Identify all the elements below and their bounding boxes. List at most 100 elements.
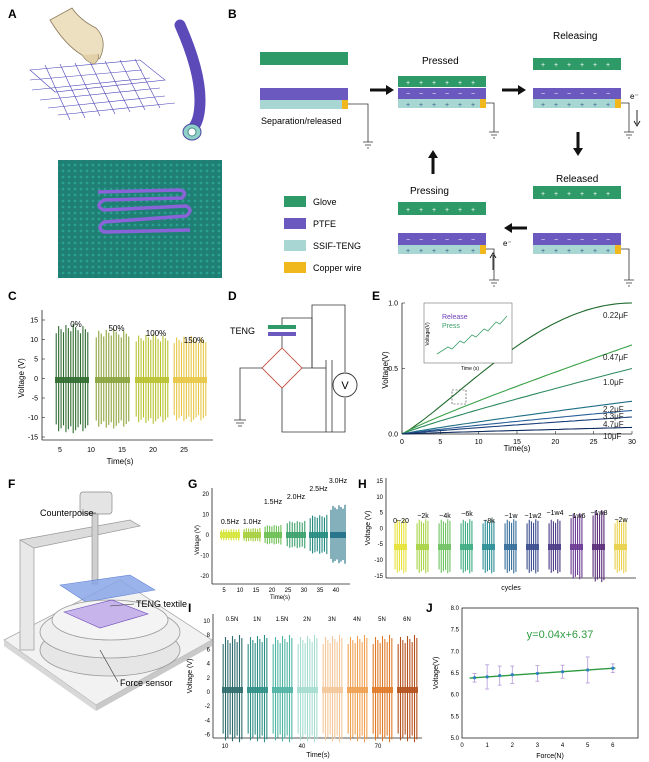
i-force-label: 6N: [403, 617, 411, 623]
h-xlabel: cycles: [501, 585, 521, 592]
charge-plus: +: [458, 207, 462, 214]
e-series-line: [401, 426, 633, 435]
h-cycle-label: ~2w: [614, 517, 628, 524]
axes-i: [212, 614, 422, 739]
j-xtick: 2: [511, 743, 515, 749]
charge-plus: +: [580, 62, 584, 69]
charge-minus: −: [419, 237, 423, 244]
charge-plus: +: [541, 248, 545, 255]
charge-plus: +: [406, 80, 410, 87]
charge-plus: +: [580, 191, 584, 198]
h-ytick: 15: [376, 479, 383, 485]
charge-minus: −: [580, 91, 584, 98]
g-burst-3-baseline: [286, 532, 306, 538]
charge-minus: −: [432, 237, 436, 244]
i-ytick: 6: [207, 647, 211, 653]
g-xtick: 25: [285, 588, 292, 594]
panel-label-a: A: [8, 7, 17, 21]
charge-plus: +: [471, 207, 475, 214]
legend-label: PTFE: [313, 219, 336, 229]
i-force-label: 3N: [328, 617, 336, 623]
i-ylabel: Voltage (V): [187, 659, 194, 694]
i-burst-4-baseline: [322, 687, 343, 693]
charge-plus: +: [593, 248, 597, 255]
e-series-label: 0.22μF: [603, 311, 628, 320]
e-xtick: 5: [438, 439, 442, 446]
panel-label-e: E: [372, 289, 380, 303]
j-ytick: 8.0: [451, 606, 460, 612]
charge-plus: +: [406, 248, 410, 255]
c-strain-label: 150%: [184, 336, 204, 345]
j-point: [472, 676, 477, 680]
h-ylabel: Voltage (V): [365, 511, 372, 546]
label-releasing: Releasing: [553, 31, 597, 42]
e-xtick: 30: [628, 439, 636, 446]
charge-plus: +: [458, 248, 462, 255]
f-sensor: Force sensor: [120, 678, 173, 688]
g-xtick: 40: [333, 588, 340, 594]
i-burst-6-baseline: [372, 687, 393, 693]
j-ytick: 5.0: [451, 736, 460, 742]
h-cycle-label: ~1w8: [591, 510, 608, 517]
charge-plus: +: [567, 102, 571, 109]
legend-swatch: [284, 262, 306, 273]
e-series-line: [401, 400, 633, 435]
f-counterpoise: Counterpoise: [40, 508, 94, 518]
panel-label-f: F: [8, 477, 15, 491]
legend: Glove PTFE SSIF-TENG Copper wire: [284, 196, 362, 273]
charge-plus: +: [432, 80, 436, 87]
e-series-label: 10μF: [603, 432, 622, 441]
i-burst-3-baseline: [297, 687, 318, 693]
charge-plus: +: [593, 62, 597, 69]
charge-minus: −: [554, 91, 558, 98]
i-burst-0-baseline: [222, 687, 243, 693]
i-xtick: 40: [299, 744, 306, 750]
i-ytick: 10: [203, 619, 210, 625]
c-xtick: 20: [149, 447, 157, 454]
j-ytick: 5.5: [451, 714, 460, 720]
h-burst-2-baseline: [438, 544, 451, 550]
h-burst-7-baseline: [548, 544, 561, 550]
charge-plus: +: [471, 80, 475, 87]
fiber-cross-section: [174, 19, 206, 141]
j-ylabel: Voltage(V): [433, 657, 440, 690]
i-burst-5-baseline: [347, 687, 368, 693]
charge-plus: +: [419, 80, 423, 87]
h-ytick: -10: [374, 558, 383, 564]
j-point: [535, 671, 540, 676]
h-burst-6-baseline: [526, 544, 539, 550]
charge-minus: −: [445, 237, 449, 244]
e-series-label: 0.47μF: [603, 353, 628, 362]
e-xtick: 10: [475, 439, 483, 446]
charge-plus: +: [580, 248, 584, 255]
g-freq-label: 2.0Hz: [287, 494, 306, 501]
charge-minus: −: [458, 91, 462, 98]
g-ylabel: Voltage (V): [195, 525, 201, 555]
c-xtick: 25: [180, 447, 188, 454]
axes-h: [385, 478, 636, 579]
e-ytick: 0.5: [388, 366, 398, 373]
stack-pressing: [398, 202, 499, 287]
e-series-line: [401, 409, 633, 435]
j-xtick: 0: [460, 743, 464, 749]
charge-plus: +: [406, 207, 410, 214]
charge-plus: +: [445, 80, 449, 87]
g-freq-label: 1.5Hz: [264, 499, 283, 506]
h-burst-4-baseline: [482, 544, 495, 550]
charge-minus: −: [471, 91, 475, 98]
g-ytick: 0: [206, 533, 210, 539]
h-ytick: 10: [376, 495, 383, 501]
charge-plus: +: [419, 102, 423, 109]
j-xtick: 1: [485, 743, 489, 749]
stack-released: [533, 186, 634, 287]
j-ytick: 6.5: [451, 671, 460, 677]
c-strain-label: 100%: [146, 329, 166, 338]
i-burst-1-baseline: [247, 687, 268, 693]
i-force-label: 5N: [378, 617, 386, 623]
c-xlabel: Time(s): [107, 457, 134, 466]
g-xtick: 15: [253, 588, 260, 594]
g-xtick: 20: [269, 588, 276, 594]
label-pressing: Pressing: [410, 186, 449, 197]
charge-plus: +: [458, 102, 462, 109]
charge-plus: +: [471, 102, 475, 109]
